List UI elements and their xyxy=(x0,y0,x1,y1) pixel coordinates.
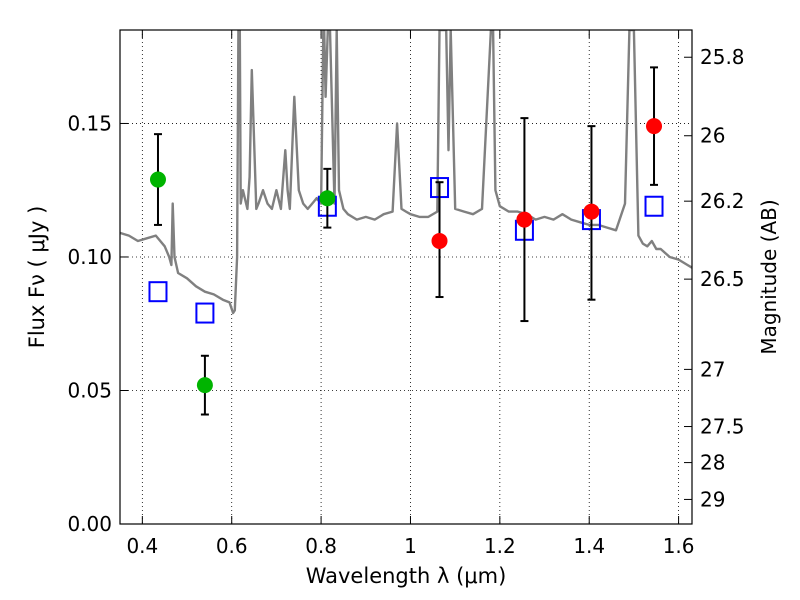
right-tick-label: 27.5 xyxy=(700,415,745,439)
x-tick-label: 1.4 xyxy=(573,534,605,558)
y-tick-label: 0.00 xyxy=(67,512,112,536)
x-tick-label: 0.4 xyxy=(126,534,158,558)
right-tick-label: 26.5 xyxy=(700,267,745,291)
right-tick-label: 26 xyxy=(700,124,725,148)
y-tick-label: 0.10 xyxy=(67,245,112,269)
right-tick-label: 25.8 xyxy=(700,45,745,69)
x-tick-label: 1.6 xyxy=(663,534,695,558)
model-photometry-square xyxy=(195,302,215,324)
y-axis-label: Flux Fν ( μJy ) xyxy=(25,206,49,349)
observed-optical-point xyxy=(319,190,336,207)
plot-area xyxy=(120,30,692,416)
observed-nir-point xyxy=(516,211,533,228)
x-tick-label: 1 xyxy=(404,534,417,558)
x-tick-label: 0.6 xyxy=(216,534,248,558)
observed-optical-point xyxy=(149,171,166,188)
y-tick-label: 0.05 xyxy=(67,378,112,402)
plot-frame xyxy=(119,29,693,525)
right-tick-label: 27 xyxy=(700,357,725,381)
x-tick-label: 1.2 xyxy=(484,534,516,558)
observed-nir-point xyxy=(431,232,448,249)
right-tick-label: 28 xyxy=(700,451,725,475)
model-photometry-square xyxy=(644,195,664,217)
grid xyxy=(120,30,692,524)
observed-nir-point xyxy=(583,203,600,220)
x-tick-label: 0.8 xyxy=(305,534,337,558)
x-axis-label: Wavelength λ (μm) xyxy=(306,564,507,588)
axes: 0.4 0.6 0.8 1 1.2 1.4 1.6 0.00 0.05 0.10 0.15 25.8 2… xyxy=(67,30,745,558)
right-tick-label: 29 xyxy=(700,487,725,511)
model-photometry-square xyxy=(148,281,168,303)
observed-optical-point xyxy=(196,377,213,394)
observed-nir-point xyxy=(646,118,663,135)
right-tick-label: 26.2 xyxy=(700,189,745,213)
right-axis-label: Magnitude (AB) xyxy=(757,199,781,354)
y-tick-label: 0.15 xyxy=(67,111,112,135)
model-spectrum-line xyxy=(120,30,692,315)
